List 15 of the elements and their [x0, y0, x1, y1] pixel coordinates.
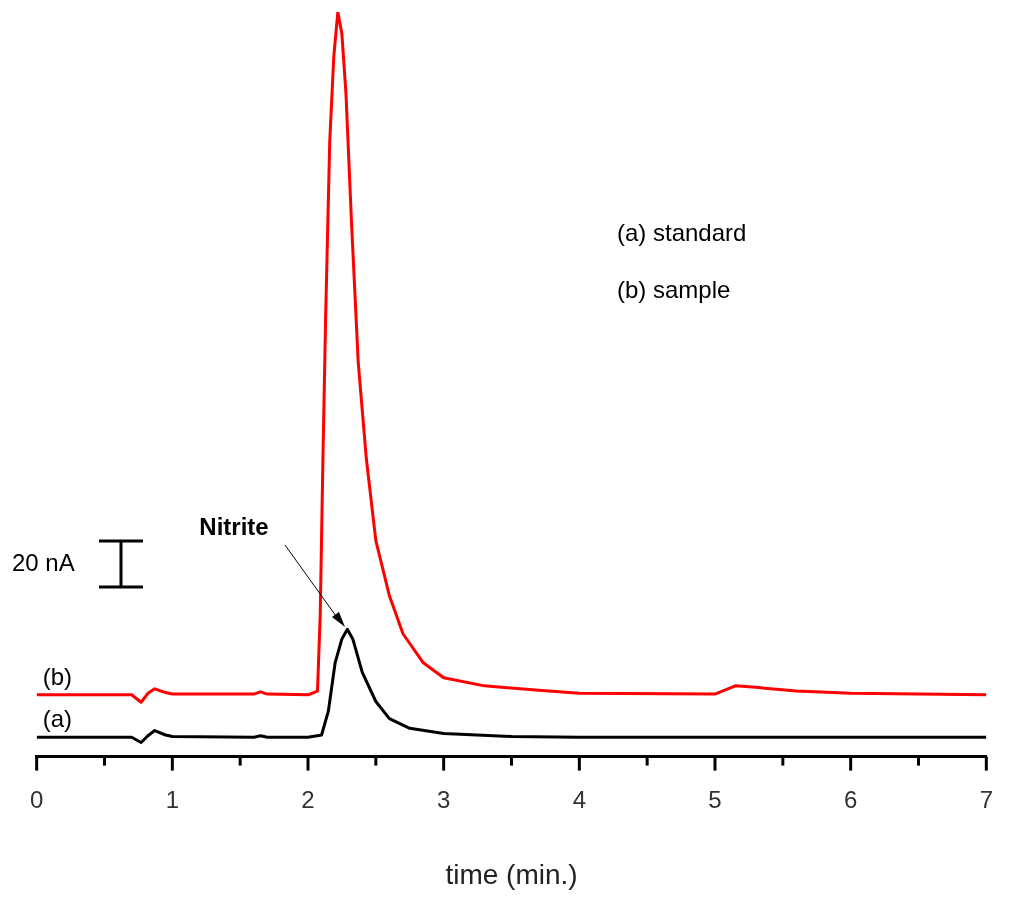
- annotation: Nitrite: [199, 513, 269, 541]
- x-tick-label: 0: [29, 785, 44, 813]
- x-tick-label: 1: [165, 785, 180, 813]
- annotation: (b) sample: [617, 276, 731, 303]
- x-axis-title: time (min.): [445, 858, 578, 890]
- x-tick-label: 3: [436, 785, 451, 813]
- x-tick-label: 2: [301, 785, 315, 813]
- x-tick-label: 4: [572, 785, 587, 813]
- series-label: (b): [42, 662, 73, 690]
- annotation: 20 nA: [12, 549, 75, 576]
- x-tick-label: 7: [979, 785, 994, 813]
- x-tick-label: 5: [708, 785, 722, 813]
- series-label: (a): [42, 705, 73, 733]
- x-tick-label: 6: [843, 785, 858, 813]
- annotation: (a) standard: [617, 219, 747, 246]
